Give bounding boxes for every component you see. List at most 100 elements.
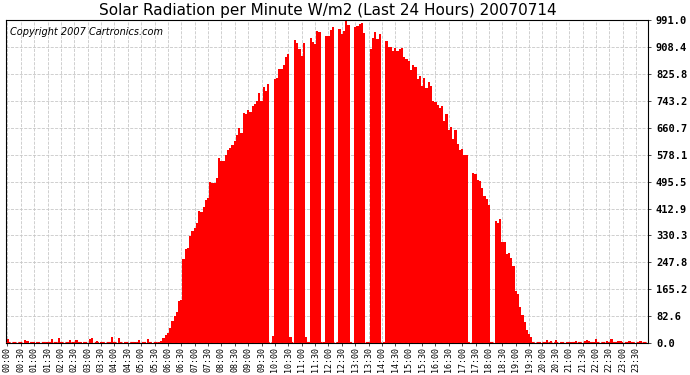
Bar: [546, 340, 548, 343]
Bar: [479, 180, 481, 343]
Bar: [448, 129, 450, 343]
Bar: [390, 47, 392, 343]
Bar: [120, 342, 122, 343]
Bar: [593, 342, 595, 343]
Bar: [611, 339, 613, 343]
Bar: [363, 33, 365, 343]
Bar: [452, 139, 455, 343]
Bar: [528, 334, 530, 343]
Bar: [176, 312, 178, 343]
Bar: [95, 341, 98, 343]
Bar: [160, 341, 162, 343]
Bar: [401, 48, 403, 343]
Bar: [595, 339, 597, 343]
Bar: [214, 183, 216, 343]
Bar: [249, 112, 252, 343]
Bar: [376, 39, 379, 343]
Bar: [392, 51, 394, 343]
Bar: [606, 341, 608, 343]
Bar: [513, 266, 515, 343]
Bar: [89, 339, 91, 343]
Bar: [510, 258, 513, 343]
Bar: [173, 316, 176, 343]
Bar: [385, 41, 388, 343]
Bar: [484, 196, 486, 343]
Bar: [499, 219, 501, 343]
Bar: [124, 342, 127, 343]
Bar: [379, 34, 381, 343]
Bar: [432, 100, 434, 343]
Bar: [171, 321, 173, 343]
Bar: [202, 207, 205, 343]
Bar: [109, 342, 111, 343]
Bar: [584, 341, 586, 343]
Bar: [370, 49, 372, 343]
Bar: [69, 340, 71, 343]
Bar: [91, 339, 93, 343]
Bar: [463, 154, 466, 343]
Bar: [613, 342, 615, 343]
Bar: [298, 49, 301, 343]
Bar: [301, 56, 303, 343]
Bar: [408, 61, 410, 343]
Bar: [225, 155, 227, 343]
Bar: [481, 188, 484, 343]
Bar: [325, 36, 327, 343]
Bar: [147, 339, 149, 343]
Bar: [412, 65, 414, 343]
Bar: [629, 341, 631, 343]
Bar: [397, 51, 399, 343]
Bar: [506, 254, 508, 343]
Bar: [252, 106, 254, 343]
Bar: [466, 154, 468, 343]
Bar: [46, 342, 49, 343]
Bar: [437, 105, 439, 343]
Bar: [24, 340, 26, 343]
Bar: [521, 315, 524, 343]
Bar: [423, 78, 426, 343]
Title: Solar Radiation per Minute W/m2 (Last 24 Hours) 20070714: Solar Radiation per Minute W/m2 (Last 24…: [99, 3, 556, 18]
Bar: [260, 101, 263, 343]
Bar: [517, 294, 519, 343]
Bar: [341, 33, 343, 343]
Bar: [356, 26, 359, 343]
Bar: [218, 158, 220, 343]
Bar: [216, 178, 218, 343]
Bar: [602, 342, 604, 343]
Bar: [439, 108, 441, 343]
Bar: [323, 342, 325, 343]
Bar: [281, 69, 283, 343]
Bar: [394, 48, 397, 343]
Bar: [187, 248, 189, 343]
Bar: [245, 114, 247, 343]
Bar: [417, 80, 419, 343]
Bar: [310, 38, 312, 343]
Bar: [247, 110, 249, 343]
Bar: [526, 330, 528, 343]
Bar: [200, 211, 202, 343]
Bar: [345, 21, 347, 343]
Bar: [236, 135, 238, 343]
Bar: [428, 82, 430, 343]
Bar: [316, 32, 318, 343]
Bar: [100, 342, 102, 343]
Bar: [211, 183, 214, 343]
Bar: [178, 302, 180, 343]
Bar: [441, 106, 443, 343]
Bar: [223, 160, 225, 343]
Bar: [254, 104, 256, 343]
Bar: [495, 221, 497, 343]
Bar: [519, 307, 521, 343]
Bar: [403, 57, 405, 343]
Bar: [339, 29, 341, 343]
Bar: [265, 91, 267, 343]
Bar: [374, 32, 376, 343]
Bar: [205, 200, 207, 343]
Text: Copyright 2007 Cartronics.com: Copyright 2007 Cartronics.com: [10, 27, 163, 37]
Bar: [477, 180, 479, 343]
Bar: [586, 340, 588, 343]
Bar: [285, 57, 287, 343]
Bar: [347, 26, 350, 343]
Bar: [80, 342, 82, 343]
Bar: [475, 174, 477, 343]
